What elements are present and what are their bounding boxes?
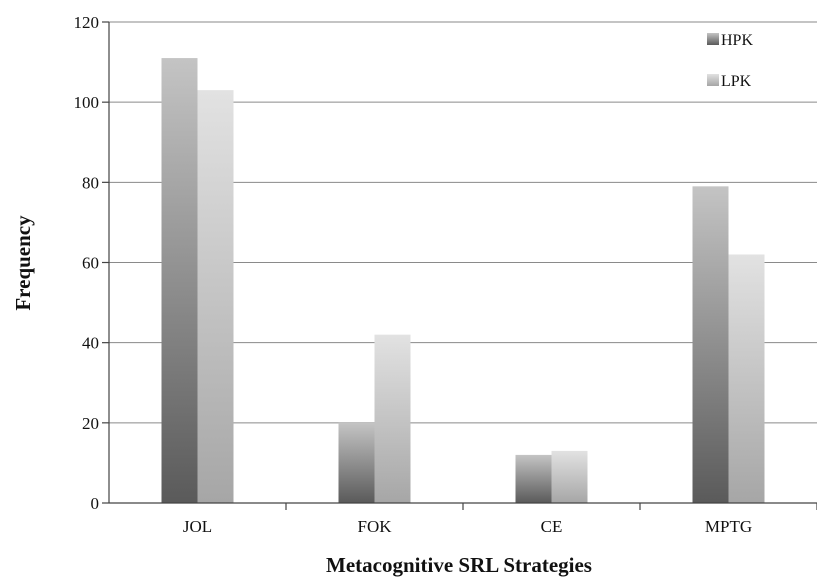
legend-item-lpk: LPK [707,73,752,90]
legend-swatch-lpk [707,74,719,86]
legend-label-hpk: HPK [721,32,753,49]
x-tick-label: FOK [357,517,392,536]
bar-hpk-ce [515,454,552,503]
x-tick-label: MPTG [705,517,752,536]
x-axis-title: Metacognitive SRL Strategies [326,553,592,577]
y-tick-label: 40 [82,334,99,353]
y-tick-labels: 0 20 40 60 80 100 120 [74,13,109,513]
bar-hpk-fok [338,422,375,503]
legend-item-hpk: HPK [707,32,753,49]
y-axis-title: Frequency [11,215,35,311]
bar-hpk-jol [161,58,198,503]
y-tick-label: 80 [82,173,99,192]
x-tick-label: JOL [183,517,212,536]
bar-hpk-mptg [692,186,729,503]
legend-swatch-hpk [707,33,719,45]
bar-lpk-fok [374,334,411,503]
y-tick-label: 120 [74,13,100,32]
y-tick-label: 20 [82,414,99,433]
legend-label-lpk: LPK [721,73,752,90]
y-tick-label: 60 [82,254,99,273]
x-tick-label: CE [541,517,563,536]
bar-lpk-mptg [728,254,765,503]
bar-lpk-jol [197,90,234,504]
y-tick-label: 100 [74,93,100,112]
bar-lpk-ce [551,450,588,503]
y-tick-label: 0 [91,494,100,513]
x-tick-labels: JOL FOK CE MPTG [183,503,817,536]
legend: HPK LPK [707,32,753,90]
bars [161,58,765,504]
